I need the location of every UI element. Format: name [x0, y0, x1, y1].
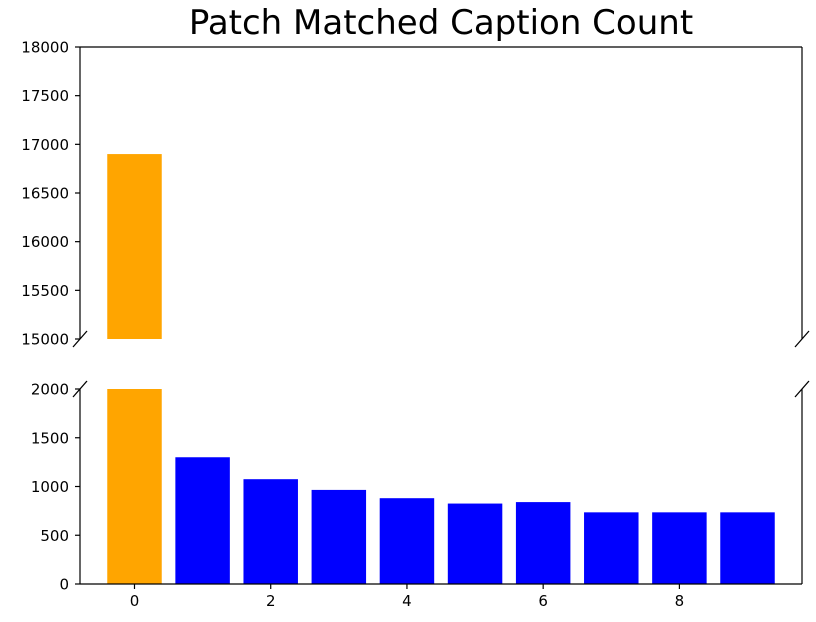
lower-break-mark-right [794, 380, 810, 398]
lower-y-tick-label: 0 [59, 576, 69, 594]
upper-panel: 15000 15500 16000 16500 17000 17500 18000 [21, 39, 810, 349]
upper-y-tick-label: 15000 [21, 331, 69, 349]
lower-y-tick-label: 2000 [31, 381, 69, 399]
lower-bar-4 [379, 498, 435, 584]
upper-y-tick-label: 18000 [21, 39, 69, 57]
lower-bar-8 [652, 512, 707, 584]
x-tick-label: 8 [675, 592, 685, 610]
x-tick-label: 0 [130, 592, 140, 610]
x-tick-label: 6 [538, 592, 548, 610]
lower-y-tick-label: 500 [40, 527, 69, 545]
lower-bar-0 [107, 389, 162, 584]
lower-y-tick-label: 1500 [31, 429, 69, 447]
upper-break-mark-right [794, 330, 810, 348]
upper-break-mark-left [72, 330, 88, 348]
upper-y-tick-label: 15500 [21, 282, 69, 300]
lower-bar-9 [720, 512, 775, 584]
x-tick-label: 2 [266, 592, 276, 610]
lower-panel: 0 500 1000 1500 2000 0 2 4 6 8 [31, 380, 810, 610]
lower-break-mark-left [72, 380, 88, 398]
upper-y-tick-label: 17500 [21, 87, 69, 105]
chart-title: Patch Matched Caption Count [189, 3, 693, 43]
upper-y-tick-label: 16500 [21, 185, 69, 203]
lower-bar-3 [311, 489, 367, 584]
x-tick-label: 4 [402, 592, 412, 610]
lower-bar-2 [243, 479, 298, 584]
lower-bar-6 [515, 502, 571, 584]
upper-y-tick-label: 17000 [21, 136, 69, 154]
upper-bar-0 [107, 154, 162, 339]
lower-y-tick-label: 1000 [31, 478, 69, 496]
upper-y-tick-label: 16000 [21, 233, 69, 251]
lower-bar-1 [175, 457, 230, 584]
lower-bar-5 [447, 503, 503, 584]
lower-bar-7 [584, 512, 639, 584]
